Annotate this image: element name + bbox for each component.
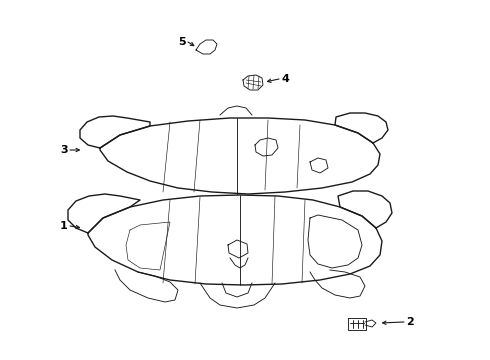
Text: 3: 3 [60, 145, 68, 155]
Text: 2: 2 [406, 317, 414, 327]
Text: 4: 4 [281, 74, 289, 84]
Text: 5: 5 [178, 37, 186, 47]
Text: 1: 1 [60, 221, 68, 231]
